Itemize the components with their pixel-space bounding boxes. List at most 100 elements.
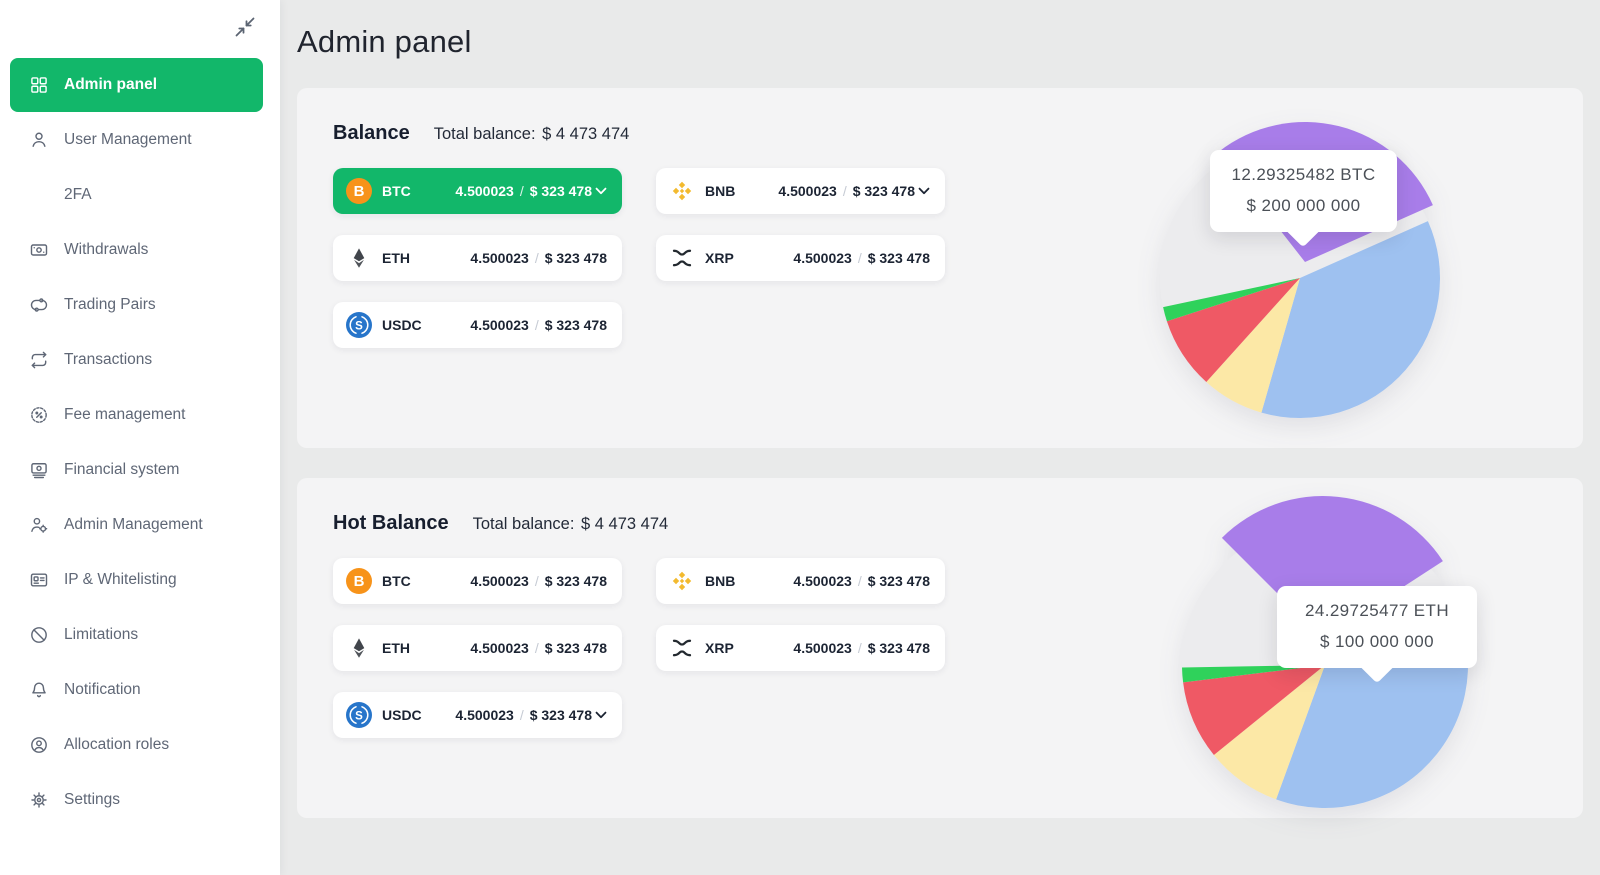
user-icon: [28, 129, 50, 151]
asset-usd-value: $ 323 478: [544, 250, 607, 266]
asset-symbol: XRP: [705, 640, 734, 656]
svg-text:S: S: [355, 320, 363, 332]
usdc-icon: S: [346, 702, 372, 728]
sidebar-item-allocation-roles[interactable]: Allocation roles: [0, 717, 280, 772]
asset-amount: 4.500023: [470, 250, 529, 266]
sidebar-item-2fa[interactable]: 2FA: [0, 167, 280, 222]
sidebar-item-notification[interactable]: Notification: [0, 662, 280, 717]
asset-amount: 4.500023: [470, 640, 529, 656]
sidebar-item-withdrawals[interactable]: Withdrawals: [0, 222, 280, 277]
value-separator: /: [519, 707, 524, 723]
tooltip-usd: $ 200 000 000: [1246, 195, 1361, 215]
asset-symbol: BTC: [382, 573, 411, 589]
asset-amount: 4.500023: [793, 573, 852, 589]
sidebar-item-financial-system[interactable]: Financial system: [0, 442, 280, 497]
sidebar-item-label: Admin Management: [64, 515, 203, 533]
asset-amount: 4.500023: [778, 183, 837, 199]
value-separator: /: [534, 250, 539, 266]
asset-values: 4.500023 / $ 323 478: [793, 573, 930, 589]
sidebar-item-trading-pairs[interactable]: Trading Pairs: [0, 277, 280, 332]
sidebar-item-label: User Management: [64, 130, 192, 148]
asset-chip-eth[interactable]: ETH 4.500023 / $ 323 478: [333, 625, 622, 671]
hot-balance-card-title: Hot Balance: [333, 512, 449, 534]
value-separator: /: [534, 573, 539, 589]
asset-values: 4.500023 / $ 323 478: [470, 640, 607, 656]
usdc-icon: S: [346, 312, 372, 338]
balance-chart-tooltip: 12.29325482 BTC $ 200 000 000: [1210, 150, 1397, 232]
tooltip-usd: $ 100 000 000: [1320, 631, 1434, 651]
total-balance-value: $ 4 473 474: [581, 515, 669, 533]
asset-chip-bnb[interactable]: BNB 4.500023 / $ 323 478: [656, 558, 945, 604]
sidebar-item-settings[interactable]: Settings: [0, 772, 280, 827]
value-separator: /: [519, 183, 524, 199]
no-icon: [28, 184, 50, 206]
asset-usd-value: $ 323 478: [867, 573, 930, 589]
sidebar-item-label: Trading Pairs: [64, 295, 156, 313]
pie-slice-green[interactable]: [1182, 665, 1325, 683]
pie-slice-yellow[interactable]: [1213, 665, 1325, 800]
eth-icon: [353, 248, 365, 268]
pie-slice-red[interactable]: [1183, 665, 1325, 755]
asset-chip-bnb[interactable]: BNB 4.500023 / $ 323 478: [656, 168, 945, 214]
asset-amount: 4.500023: [793, 250, 852, 266]
sidebar-item-admin-management[interactable]: Admin Management: [0, 497, 280, 552]
asset-chip-xrp[interactable]: XRP 4.500023 / $ 323 478: [656, 235, 945, 281]
sidebar-item-ip-whitelisting[interactable]: IP & Whitelisting: [0, 552, 280, 607]
sidebar-item-admin-panel[interactable]: Admin panel: [10, 58, 263, 112]
value-separator: /: [857, 640, 862, 656]
asset-symbol: ETH: [382, 250, 410, 266]
asset-amount: 4.500023: [793, 640, 852, 656]
sidebar-item-fee-management[interactable]: Fee management: [0, 387, 280, 442]
badge-percent-icon: [28, 404, 50, 426]
sidebar-item-label: Notification: [64, 680, 141, 698]
value-separator: /: [857, 573, 862, 589]
chevron-down-icon: [595, 187, 607, 195]
asset-values: 4.500023 / $ 323 478: [793, 250, 930, 266]
asset-usd-value: $ 323 478: [529, 183, 592, 199]
asset-chip-eth[interactable]: ETH 4.500023 / $ 323 478: [333, 235, 622, 281]
asset-chip-usdc[interactable]: S USDC 4.500023 / $ 323 478: [333, 302, 622, 348]
asset-chip-usdc[interactable]: S USDC 4.500023 / $ 323 478: [333, 692, 622, 738]
asset-values: 4.500023 / $ 323 478: [793, 640, 930, 656]
hot-balance-chart-tooltip: 24.29725477 ETH $ 100 000 000: [1277, 586, 1477, 668]
pie-slice-blue[interactable]: [1261, 221, 1440, 419]
id-card-icon: [28, 569, 50, 591]
banknote-icon: [28, 239, 50, 261]
pie-slice-yellow[interactable]: [1206, 278, 1300, 413]
swap-icon: [28, 294, 50, 316]
asset-chip-btc[interactable]: B BTC 4.500023 / $ 323 478: [333, 558, 622, 604]
btc-icon: B: [346, 178, 372, 204]
asset-values: 4.500023 / $ 323 478: [455, 707, 592, 723]
pie-slice-purple[interactable]: [1221, 496, 1443, 639]
grid-icon: [28, 74, 50, 96]
asset-symbol: ETH: [382, 640, 410, 656]
sidebar-collapse-button[interactable]: [228, 10, 262, 47]
value-separator: /: [534, 640, 539, 656]
sidebar-nav: Admin panel User Management 2FA Withdrawals…: [0, 0, 280, 827]
asset-usd-value: $ 323 478: [544, 317, 607, 333]
sidebar-item-limitations[interactable]: Limitations: [0, 607, 280, 662]
balance-card-header: Balance Total balance: $ 4 473 474: [333, 122, 1547, 145]
sidebar-item-transactions[interactable]: Transactions: [0, 332, 280, 387]
sidebar-item-label: Allocation roles: [64, 735, 170, 753]
sidebar-item-user-management[interactable]: User Management: [0, 112, 280, 167]
asset-usd-value: $ 323 478: [852, 183, 915, 199]
balance-card: Balance Total balance: $ 4 473 474 B BTC 4…: [297, 88, 1583, 448]
total-balance-label: Total balance:: [433, 125, 536, 143]
asset-values: 4.500023 / $ 323 478: [470, 573, 607, 589]
bell-icon: [28, 679, 50, 701]
pie-slice-green[interactable]: [1163, 278, 1300, 322]
asset-amount: 4.500023: [470, 573, 529, 589]
tooltip-amount: 24.29725477 ETH: [1305, 601, 1449, 620]
page-title: Admin panel: [297, 24, 472, 59]
asset-usd-value: $ 323 478: [529, 707, 592, 723]
asset-amount: 4.500023: [455, 707, 514, 723]
asset-chip-btc[interactable]: B BTC 4.500023 / $ 323 478: [333, 168, 622, 214]
tooltip-amount: 12.29325482 BTC: [1231, 165, 1376, 184]
asset-chip-xrp[interactable]: XRP 4.500023 / $ 323 478: [656, 625, 945, 671]
asset-symbol: BTC: [382, 183, 411, 199]
sidebar-item-label: Withdrawals: [64, 240, 149, 258]
btc-icon: B: [346, 568, 372, 594]
pie-slice-red[interactable]: [1166, 278, 1300, 382]
